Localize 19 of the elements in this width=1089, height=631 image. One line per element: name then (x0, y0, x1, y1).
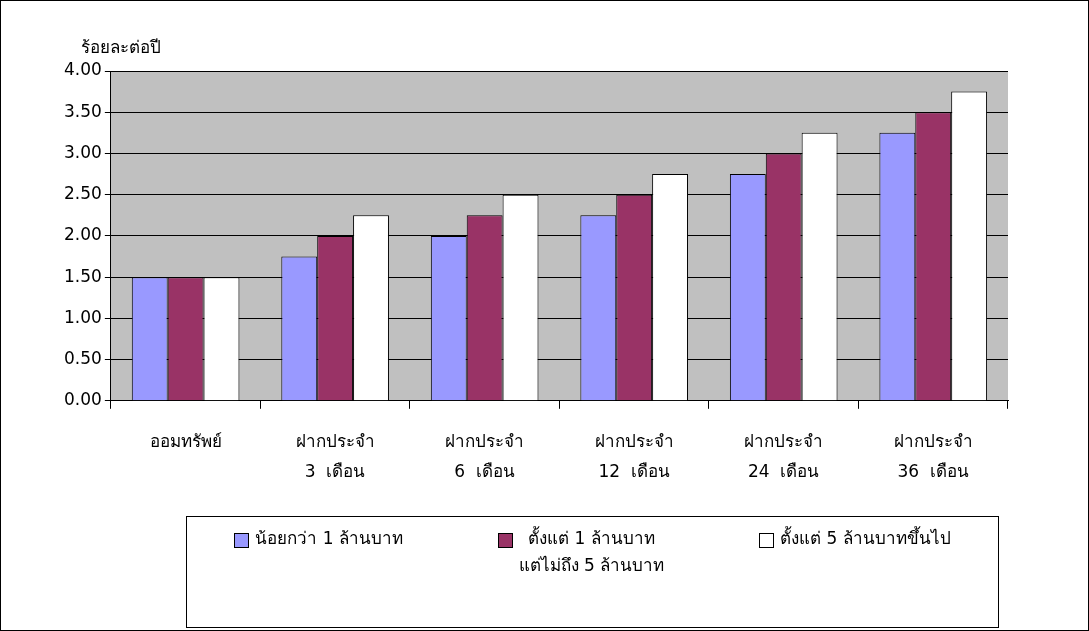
y-tick-label: 1.00 (63, 306, 102, 327)
x-tick-label: ฝากประจำ 6 เดือน (445, 430, 525, 482)
y-tick-label: 0.00 (63, 389, 102, 410)
y-tick-label: 2.00 (63, 224, 102, 245)
legend-label: น้อยกว่า 1 ล้านบาท (255, 527, 403, 550)
x-tick-label: ออมทรัพย์ (149, 430, 222, 451)
y-axis-title: ร้อยละต่อปี (81, 37, 161, 57)
legend-label: ตั้งแต่ 5 ล้านบาทขึ้นไป (780, 525, 951, 550)
x-tick-label: ฝากประจำ 36 เดือน (893, 430, 973, 482)
legend-label: ตั้งแต่ 1 ล้านบาท แต่ไม่ถึง 5 ล้านบาท (518, 525, 665, 577)
y-tick-label: 4.00 (63, 59, 102, 80)
y-tick-label: 3.50 (63, 100, 102, 121)
x-tick-label: ฝากประจำ 24 เดือน (744, 430, 824, 482)
x-tick-label: ฝากประจำ 3 เดือน (295, 430, 375, 482)
y-tick-label: 0.50 (63, 348, 102, 368)
y-tick-label: 1.50 (63, 265, 102, 286)
y-tick-label: 2.50 (63, 183, 102, 204)
x-tick-label: ฝากประจำ 12 เดือน (594, 430, 674, 482)
y-tick-label: 3.00 (63, 141, 102, 162)
